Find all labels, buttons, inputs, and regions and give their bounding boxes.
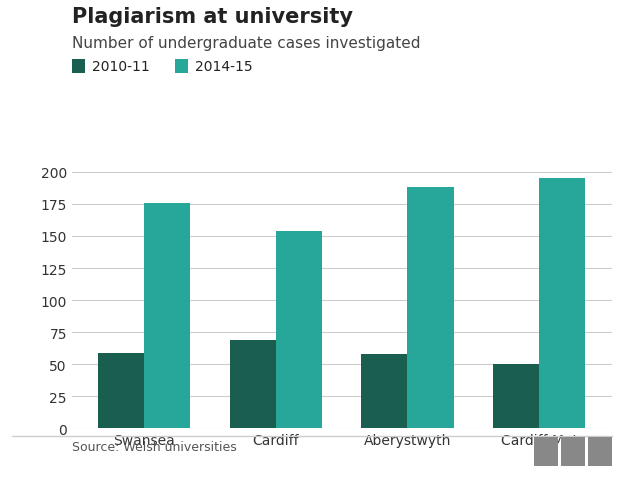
Bar: [144, 203, 190, 428]
Text: Plagiarism at university: Plagiarism at university: [72, 7, 353, 27]
Bar: [539, 179, 585, 428]
Bar: [493, 364, 539, 428]
Bar: [407, 188, 454, 428]
Bar: [230, 340, 276, 428]
Text: 2010-11: 2010-11: [92, 60, 150, 74]
Text: Source: Welsh universities: Source: Welsh universities: [72, 440, 236, 454]
Text: B: B: [568, 445, 578, 458]
Bar: [98, 353, 144, 428]
Text: Number of undergraduate cases investigated: Number of undergraduate cases investigat…: [72, 36, 420, 51]
Text: 2014-15: 2014-15: [195, 60, 253, 74]
Bar: [276, 231, 322, 428]
Text: B: B: [541, 445, 551, 458]
Text: C: C: [595, 445, 604, 458]
Bar: [361, 354, 407, 428]
